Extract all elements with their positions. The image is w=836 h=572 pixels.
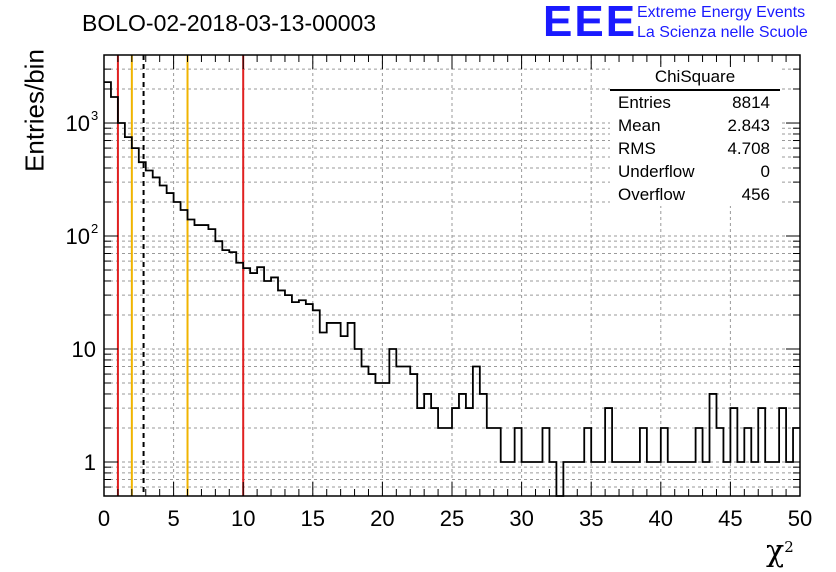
stats-label: Entries xyxy=(618,93,671,112)
stats-value: 4.708 xyxy=(727,139,770,158)
stats-box: ChiSquare Entries 8814 Mean 2.843 RMS 4.708… xyxy=(610,67,780,206)
x-axis-label-superscript: 2 xyxy=(784,538,794,556)
reference-lines xyxy=(116,55,245,496)
x-tick-labels: 0 5 10 15 20 25 30 35 40 45 50 xyxy=(98,506,812,531)
logo-line-2: La Scienza nelle Scuole xyxy=(637,24,808,41)
x-tick-label: 30 xyxy=(509,506,533,531)
stats-row: Underflow 0 xyxy=(610,160,780,183)
x-tick-label: 50 xyxy=(788,506,812,531)
axis-ticks xyxy=(103,54,801,497)
y-tick-label: 10 xyxy=(72,337,96,362)
x-tick-label: 40 xyxy=(649,506,673,531)
y-tick-label: 1 xyxy=(84,450,96,475)
x-tick-label: 25 xyxy=(440,506,464,531)
y-tick-exponent: 2 xyxy=(91,221,98,236)
stats-row: Mean 2.843 xyxy=(610,114,780,137)
x-tick-label: 35 xyxy=(579,506,603,531)
y-axis-label: Entries/bin xyxy=(19,49,50,172)
stats-label: Mean xyxy=(618,116,661,135)
x-tick-label: 10 xyxy=(231,506,255,531)
x-tick-label: 45 xyxy=(718,506,742,531)
eee-logo: EEE xyxy=(543,0,638,46)
x-tick-label: 5 xyxy=(167,506,179,531)
stats-value: 0 xyxy=(760,162,770,181)
histogram-series xyxy=(104,81,800,497)
x-axis-label-base: χ xyxy=(766,534,785,569)
stats-box-title: ChiSquare xyxy=(610,67,780,91)
stats-label: Underflow xyxy=(618,162,695,181)
y-tick-label: 10 xyxy=(66,111,90,136)
x-tick-label: 20 xyxy=(370,506,394,531)
x-tick-label: 15 xyxy=(301,506,325,531)
x-tick-label: 0 xyxy=(98,506,110,531)
chart-title: BOLO-02-2018-03-13-00003 xyxy=(82,10,377,36)
stats-value: 456 xyxy=(741,185,770,204)
stats-label: Overflow xyxy=(618,185,686,204)
stats-label: RMS xyxy=(618,139,656,158)
stats-row: RMS 4.708 xyxy=(610,137,780,160)
stats-value: 2.843 xyxy=(727,116,770,135)
stats-value: 8814 xyxy=(732,93,770,112)
x-axis-label: χ2 xyxy=(766,534,794,569)
stats-row: Entries 8814 xyxy=(610,91,780,114)
y-tick-exponent: 3 xyxy=(91,108,98,123)
stats-row: Overflow 456 xyxy=(610,183,780,206)
y-tick-label: 10 xyxy=(66,224,90,249)
logo-line-1: Extreme Energy Events xyxy=(637,4,806,21)
